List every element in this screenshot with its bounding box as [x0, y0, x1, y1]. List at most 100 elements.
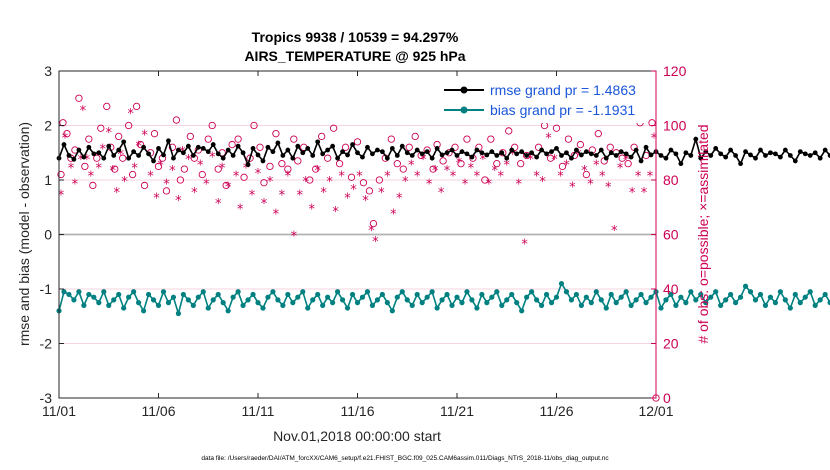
obs-assimilated-point: *	[635, 170, 642, 185]
bias-point	[155, 302, 162, 308]
rmse-point	[822, 147, 828, 153]
obs-assimilated-point: *	[117, 148, 124, 163]
rmse-point	[240, 150, 246, 156]
bias-point	[235, 289, 241, 295]
obs-possible-point	[624, 159, 632, 168]
obs-assimilated-point: *	[623, 153, 630, 168]
bias-point	[693, 297, 699, 303]
obs-assimilated-point: *	[414, 170, 421, 185]
legend: rmse grand pr = 1.4863 bias grand pr = -…	[440, 77, 647, 123]
rmse-point	[753, 155, 758, 161]
rmse-point	[220, 155, 226, 161]
rmse-point	[180, 150, 186, 156]
obs-possible-point	[481, 176, 489, 184]
rmse-point	[768, 150, 773, 156]
obs-assimilated-point: *	[279, 189, 286, 204]
bias-point	[61, 289, 67, 295]
obs-assimilated-point: *	[539, 175, 546, 190]
obs-assimilated-point: *	[163, 178, 170, 193]
obs-assimilated-point: *	[121, 175, 128, 190]
bias-point	[543, 291, 550, 298]
obs-assimilated-point: *	[420, 153, 427, 168]
obs-possible-point	[154, 162, 163, 171]
obs-assimilated-point: *	[378, 186, 385, 201]
obs-possible-point	[198, 170, 206, 179]
rmse-point	[728, 147, 734, 153]
rmse-point	[141, 144, 146, 150]
bias-point	[434, 305, 440, 311]
bias-point	[404, 297, 410, 303]
rmse-point	[71, 156, 77, 162]
rmse-point	[787, 153, 793, 158]
rmse-point	[648, 152, 654, 158]
rmse-point	[623, 151, 629, 157]
obs-possible-point	[186, 132, 194, 141]
bias-point	[414, 291, 420, 298]
rmse-point	[748, 152, 753, 158]
obs-possible-point	[162, 187, 171, 195]
bias-point	[777, 289, 783, 295]
obs-assimilated-point: *	[545, 131, 552, 146]
obs-possible-point	[606, 143, 614, 151]
bias-point	[344, 305, 351, 311]
rmse-point	[603, 155, 609, 161]
rmse-point	[325, 147, 331, 153]
bias-point	[658, 305, 664, 311]
obs-possible-point	[214, 165, 222, 173]
obs-possible-point	[399, 165, 407, 173]
bias-point	[598, 297, 604, 303]
obs-assimilated-point: *	[599, 170, 606, 185]
bias-point	[140, 308, 147, 314]
obs-count-series: ****************************************…	[57, 94, 660, 402]
obs-assimilated-point: *	[390, 208, 397, 223]
obs-assimilated-point: *	[100, 142, 107, 157]
obs-assimilated-point: *	[575, 148, 582, 163]
rmse-point	[419, 151, 425, 157]
obs-possible-point	[246, 154, 254, 162]
obs-assimilated-point: *	[157, 159, 164, 174]
obs-assimilated-point: *	[504, 159, 511, 174]
bias-point	[519, 308, 525, 314]
rmse-point	[185, 143, 191, 149]
obs-possible-point	[318, 132, 326, 141]
obs-assimilated-point: *	[261, 197, 268, 212]
x-tick-label: 11/21	[440, 403, 474, 419]
obs-assimilated-point: *	[480, 153, 487, 168]
bias-point	[817, 297, 823, 303]
obs-assimilated-point: *	[127, 107, 134, 122]
bias-point	[384, 300, 390, 306]
obs-possible-point	[128, 170, 137, 179]
rmse-point	[195, 144, 201, 150]
rmse-point	[479, 150, 485, 156]
rmse-point	[509, 147, 515, 153]
obs-assimilated-point: *	[587, 178, 594, 193]
rmse-point	[529, 150, 535, 156]
rmse-point	[758, 147, 763, 153]
bias-point	[524, 294, 530, 300]
obs-assimilated-point: *	[498, 170, 505, 185]
rmse-point	[235, 143, 241, 149]
rmse-point	[96, 150, 102, 156]
obs-possible-point	[576, 140, 585, 149]
rmse-point	[549, 149, 554, 155]
obs-assimilated-point: *	[444, 164, 451, 179]
rmse-point	[136, 153, 142, 158]
obs-possible-point	[487, 135, 495, 143]
rmse-point	[230, 153, 236, 158]
obs-possible-point	[387, 135, 395, 143]
obs-assimilated-point: *	[113, 186, 120, 201]
obs-assimilated-point: *	[605, 180, 612, 195]
obs-assimilated-point: *	[641, 186, 648, 201]
obs-possible-point	[534, 143, 543, 151]
bias-point	[538, 302, 545, 308]
obs-possible-point	[359, 179, 368, 187]
bias-point	[703, 300, 709, 306]
bias-point	[220, 300, 226, 306]
rmse-point	[389, 145, 395, 151]
obs-possible-point	[546, 154, 555, 162]
obs-assimilated-point: *	[462, 178, 469, 193]
obs-possible-point	[511, 143, 519, 151]
obs-possible-point	[306, 176, 314, 184]
bias-point	[374, 297, 380, 303]
obs-assimilated-point: *	[326, 175, 333, 190]
